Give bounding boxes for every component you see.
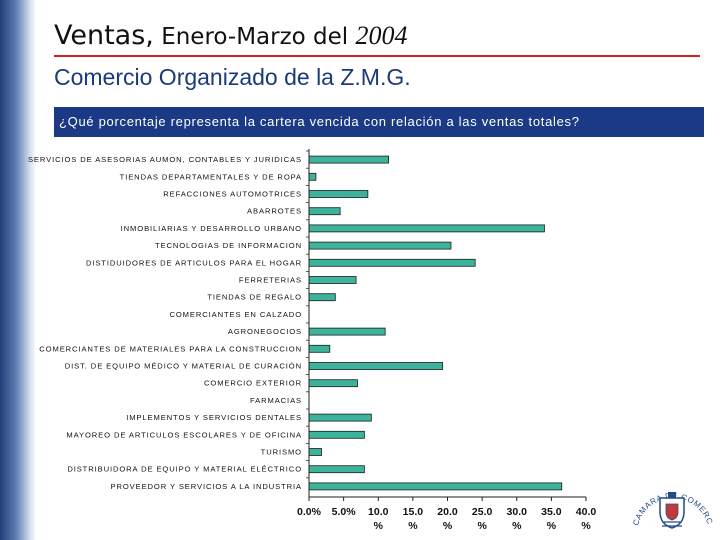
bar: [308, 276, 357, 284]
category-label: REFACCIONES AUTOMOTRICES: [163, 190, 302, 199]
bar: [308, 379, 358, 388]
bar: [308, 190, 369, 198]
category-label: PROVEEDOR Y SERVICIOS A LA INDUSTRIA: [110, 482, 302, 491]
x-tick-label: 5.0%: [332, 506, 357, 518]
bar: [308, 448, 322, 456]
category-label: IMPLEMENTOS Y SERVICIOS DENTALES: [126, 413, 302, 422]
bar: [308, 172, 317, 181]
x-tick-label: 30.0%: [507, 506, 528, 532]
category-label: FARMACIAS: [250, 396, 302, 405]
bar: [308, 482, 563, 491]
bar: [308, 241, 452, 250]
category-label: TIENDAS DEPARTAMENTALES Y DE ROPA: [120, 172, 302, 181]
bar-chart: SERVICIOS DE ASESORIAS AUMON, CONTABLES …: [28, 149, 597, 532]
category-label: AGRONEGOCIOS: [228, 327, 302, 336]
x-tick-label: 0.0%: [297, 506, 322, 518]
bar: [308, 465, 365, 474]
x-tick-label: 40.0%: [576, 506, 597, 532]
title-year: 2004: [355, 21, 408, 50]
x-tick-label: 10.0%: [368, 506, 389, 532]
category-label: COMERCIANTES EN CALZADO: [169, 310, 302, 319]
category-label: TURISMO: [261, 448, 302, 457]
bar: [308, 207, 341, 216]
slide-subtitle: Comercio Organizado de la Z.M.G.: [54, 64, 411, 90]
slide-title: Ventas, Enero-Marzo del 2004: [54, 20, 408, 51]
camara-de-comercio-seal-icon: CAMARA DE COMERCIO DE GUADALAJARA: [624, 468, 714, 529]
left-gradient-band: [0, 0, 36, 540]
category-label: ABARROTES: [247, 207, 302, 216]
category-label: TIENDAS DE REGALO: [207, 293, 302, 302]
category-label: COMERCIO EXTERIOR: [204, 379, 302, 388]
question-banner: ¿Qué porcentaje representa la cartera ve…: [54, 107, 704, 137]
x-tick-label: 20.0%: [437, 506, 458, 532]
x-tick-label: 35.0%: [541, 506, 562, 532]
bar: [308, 155, 390, 164]
bar: [308, 362, 444, 370]
category-label: MAYOREO DE ARTICULOS ESCOLARES Y DE OFIC…: [66, 430, 302, 439]
category-label: DISTIDUIDORES DE ARTICULOS PARA EL HOGAR: [86, 258, 302, 267]
x-tick-label: 15.0%: [403, 506, 424, 532]
bar: [308, 327, 386, 336]
category-label: SERVICIOS DE ASESORIAS AUMON, CONTABLES …: [28, 155, 302, 164]
title-sales: Ventas,: [54, 20, 154, 51]
bar: [308, 293, 336, 302]
bar: [308, 224, 545, 233]
category-label: FERRETERIAS: [239, 276, 302, 285]
category-label: DIST. DE EQUIPO MÉDICO Y MATERIAL DE CUR…: [65, 362, 302, 371]
category-label: TECNOLOGIAS DE INFORMACION: [155, 241, 302, 250]
bar: [308, 430, 365, 439]
bar: [308, 344, 331, 353]
category-label: DISTRIBUIDORA DE EQUIPO Y MATERIAL ELÉCT…: [67, 465, 302, 474]
title-underline-rule: [54, 55, 700, 57]
category-label: INMOBILIARIAS Y DESARROLLO URBANO: [121, 224, 302, 233]
title-period: Enero-Marzo del: [153, 24, 356, 50]
bar: [308, 258, 476, 267]
x-tick-label: 25.0%: [472, 506, 493, 532]
question-text: ¿Qué porcentaje representa la cartera ve…: [59, 114, 580, 129]
category-label: COMERCIANTES DE MATERIALES PARA LA CONST…: [39, 344, 302, 353]
bar: [308, 413, 372, 422]
